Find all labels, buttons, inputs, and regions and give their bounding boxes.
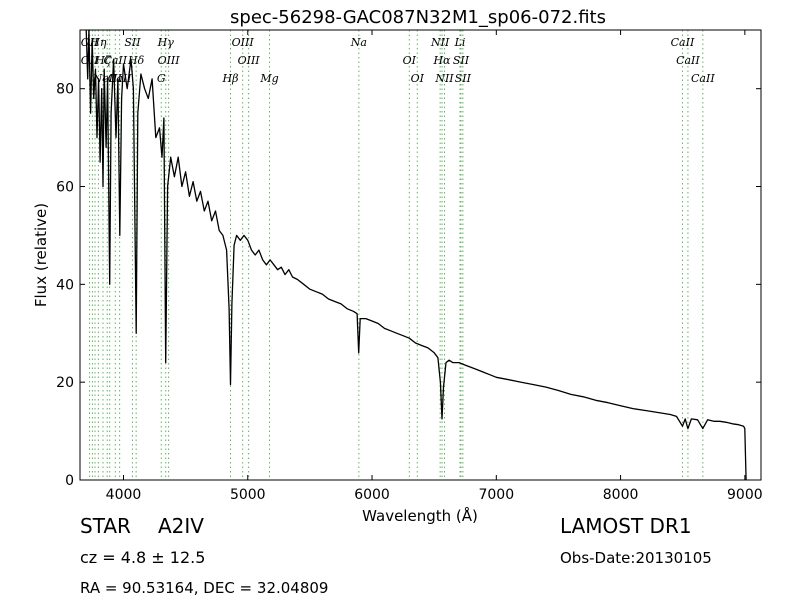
object-subclass: A2IV [158,514,204,538]
marker-label: OIII [232,36,255,49]
spectrum-line [85,29,747,481]
plot-frame [79,29,762,481]
marker-label: SII [453,54,470,67]
redshift-value: cz = 4.8 ± 12.5 [80,548,206,567]
y-tick-label: 60 [56,180,74,196]
x-tick-label: 8000 [603,487,639,503]
marker-label: Na [350,36,367,49]
marker-label: SII [124,36,141,49]
emission-line-labels: OIIOIIHηHζNeIIICaIICaIISIIHδGHγOIIIHβOII… [81,36,716,85]
x-axis-label: Wavelength (Å) [362,506,478,525]
observation-date: Obs-Date:20130105 [560,549,712,567]
y-tick-label: 0 [65,473,74,489]
marker-label: SII [455,72,472,85]
marker-label: CaII [671,36,695,49]
marker-label: Li [454,36,466,49]
marker-label: OII [81,36,99,49]
y-tick-label: 40 [56,277,74,293]
marker-label: G [157,72,166,85]
marker-label: OIII [238,54,261,67]
chart-title: spec-56298-GAC087N32M1_sp06-072.fits [230,7,606,28]
sky-coordinates: RA = 90.53164, DEC = 32.04809 [80,579,329,597]
marker-label: CaII [103,54,127,67]
marker-label: Hγ [157,36,175,49]
marker-label: Hα [432,54,451,67]
marker-label: Hζ [94,54,112,67]
y-tick-label: 20 [56,375,74,391]
x-tick-label: 6000 [354,487,390,503]
marker-label: CaII [691,72,715,85]
x-axis-ticks: 4000 5000 6000 7000 8000 9000 [106,30,763,503]
marker-label: Hη [89,36,107,49]
x-tick-label: 7000 [478,487,514,503]
marker-label: NII [434,72,454,85]
x-tick-label: 5000 [230,487,266,503]
emission-line-markers [89,30,704,480]
marker-label: NII [430,36,450,49]
x-tick-label: 9000 [727,487,763,503]
marker-label: OI [411,72,425,85]
object-class: STAR [80,514,131,538]
marker-label: OI [403,54,417,67]
marker-label: CaII [676,54,700,67]
marker-label: OIII [158,54,181,67]
x-tick-label: 4000 [106,487,142,503]
survey-name: LAMOST DR1 [560,514,692,538]
marker-label: Hβ [222,72,239,85]
y-axis-ticks: 0 20 40 60 80 [56,82,761,489]
y-axis-label: Flux (relative) [32,203,50,307]
marker-label: Mg [259,72,278,85]
y-tick-label: 80 [56,82,74,98]
